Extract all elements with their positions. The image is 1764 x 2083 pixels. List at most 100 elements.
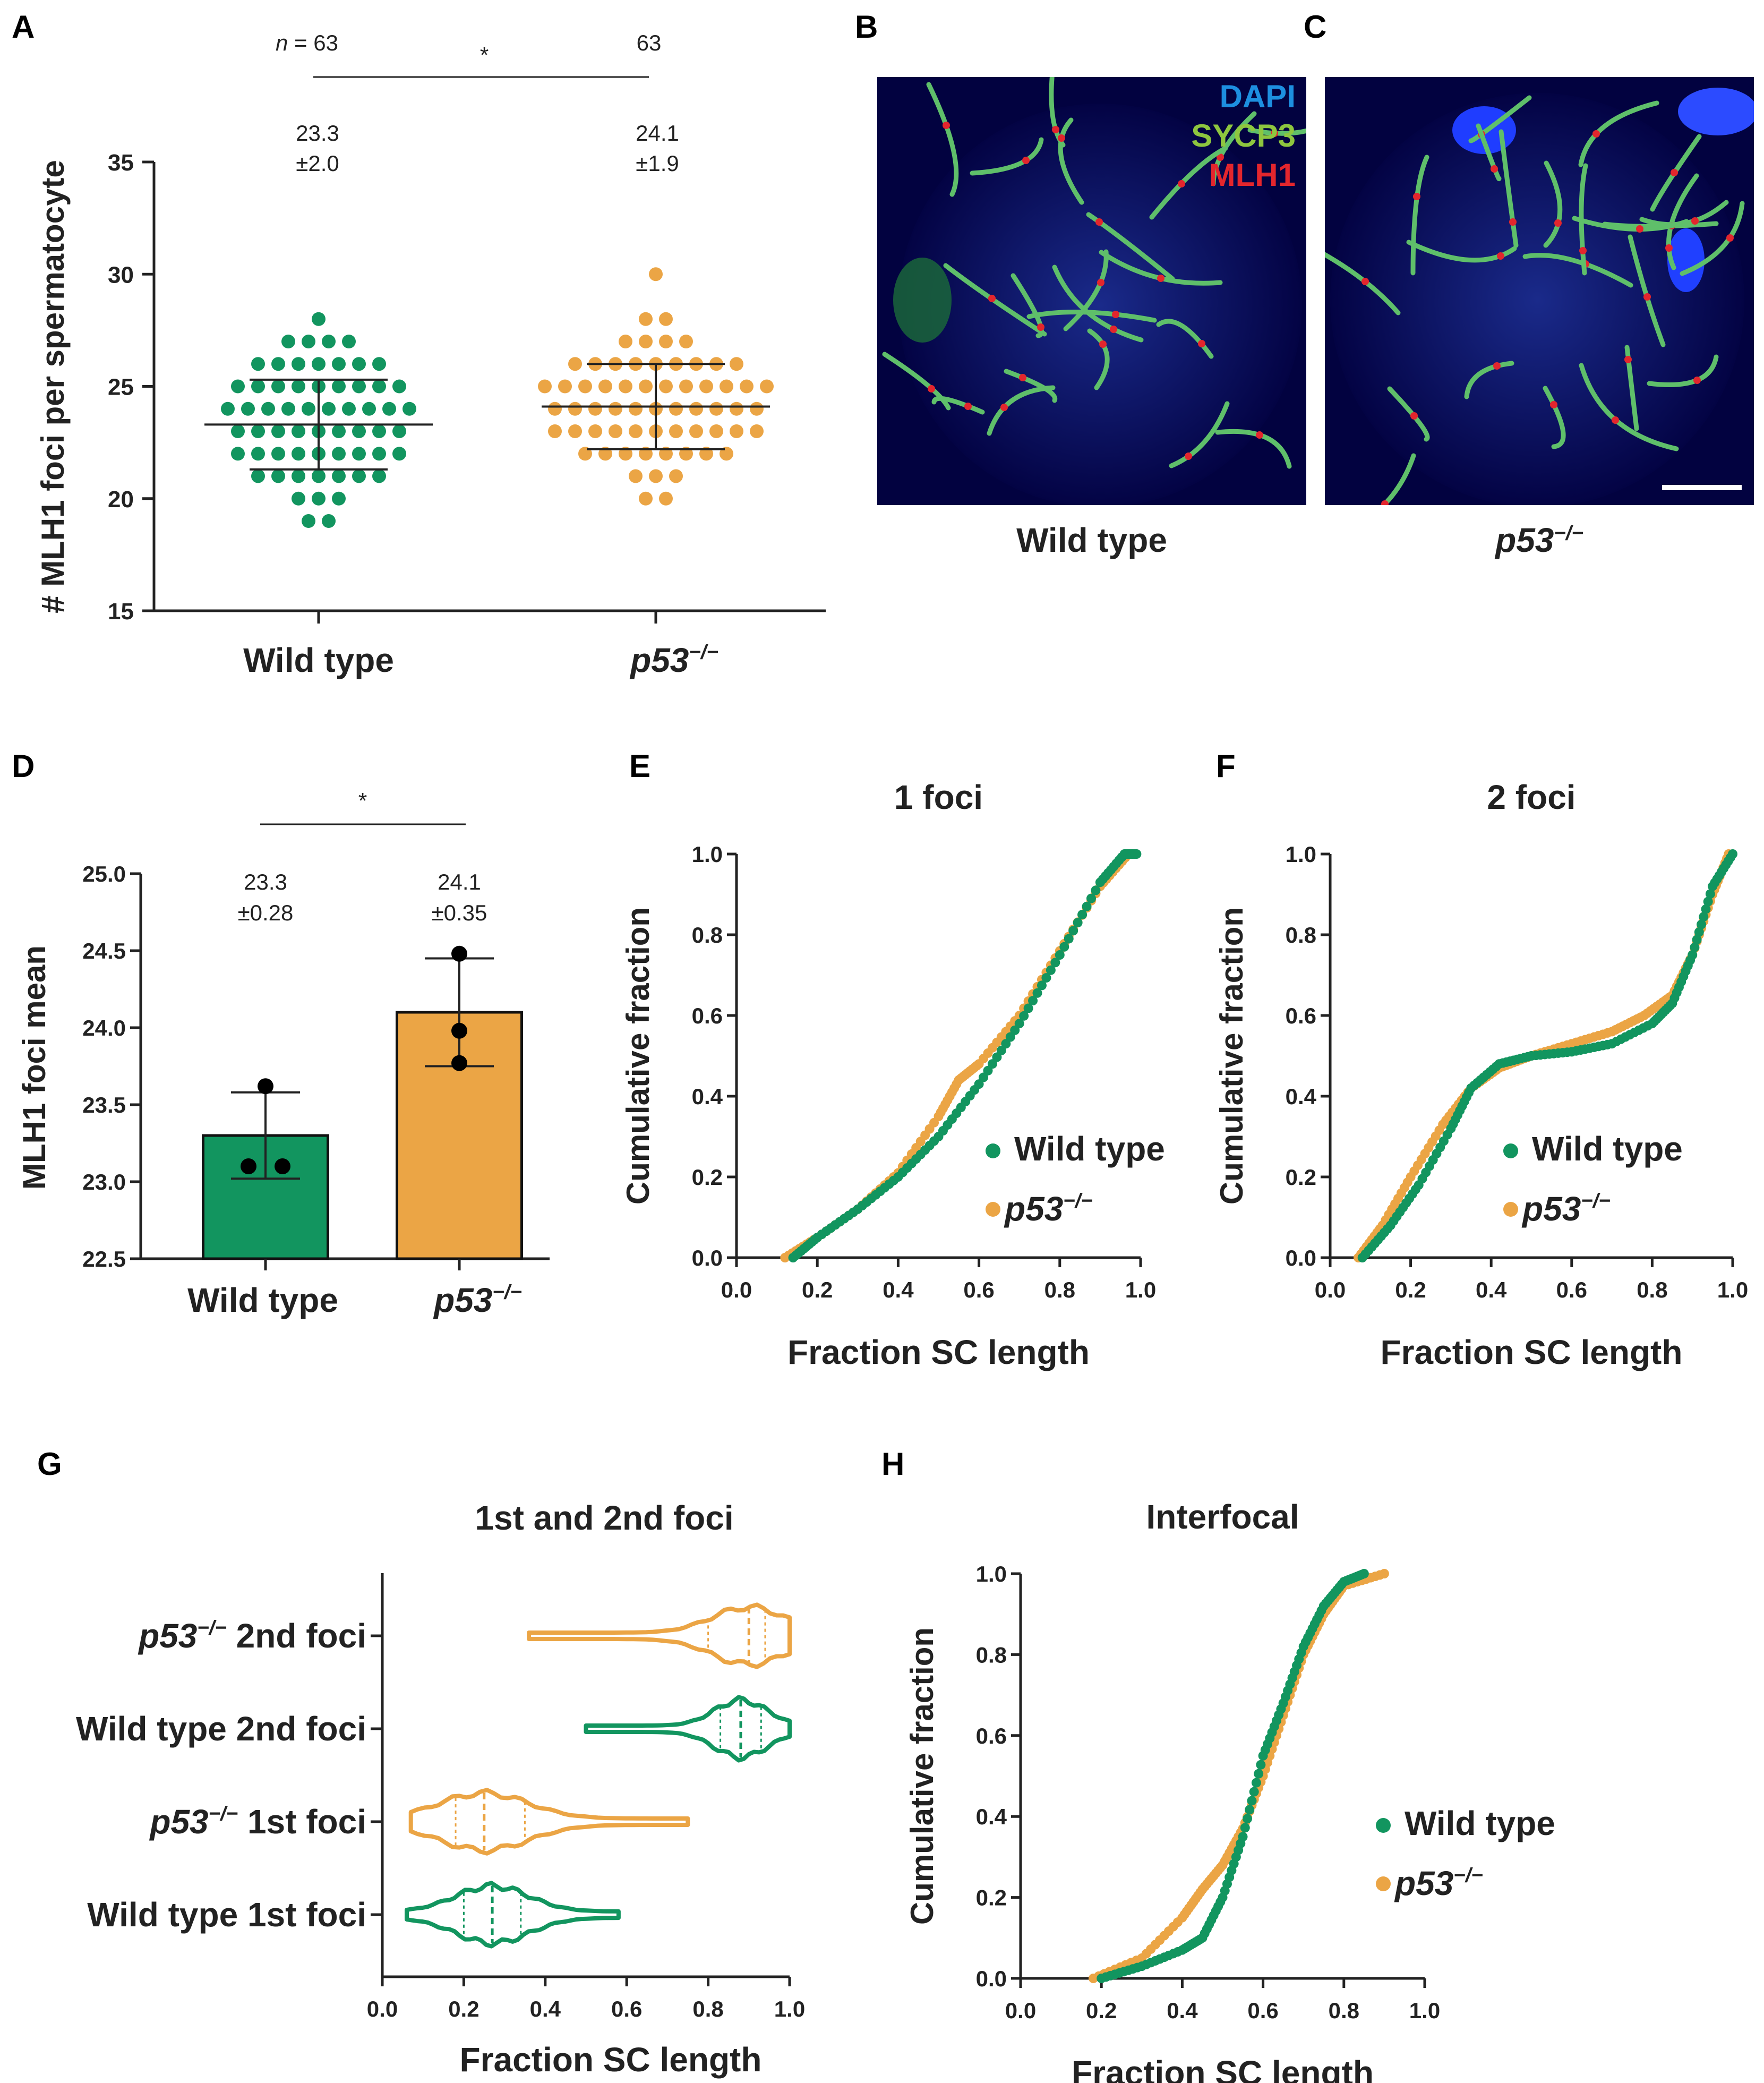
a-dot-p53 [629,469,643,483]
a-dot-wild-type [251,424,265,438]
a-dot-p53 [709,402,723,416]
f-point-wild-type [1692,935,1702,945]
e-x-tick-label: 0.4 [883,1277,914,1302]
mlh1-focus [1691,217,1699,225]
panel-label-c: C [1304,9,1327,45]
h-point-wild-type [1254,1769,1264,1779]
a-dot-wild-type [302,335,315,348]
mlh1-focus [1413,193,1420,200]
h-x-tick-label: 0.8 [1329,1998,1359,2023]
a-y-tick-label: 30 [108,262,134,288]
a-dot-wild-type [231,424,245,438]
a-dot-wild-type [352,424,366,438]
mlh1-focus [1554,219,1562,227]
a-dot-wild-type [362,402,376,416]
f-y-tick-label: 0.6 [1286,1003,1316,1028]
a-dot-wild-type [352,469,366,483]
mlh1-focus [1099,340,1107,348]
a-dot-p53 [730,424,743,438]
chromosome-axis [882,352,951,411]
h-x-tick-label: 1.0 [1409,1998,1440,2023]
chromosome-axis [1579,163,1588,276]
mlh1-focus [1497,252,1504,260]
e-legend-marker-p53 [986,1202,1000,1217]
h-title: Interfocal [1146,1498,1299,1536]
micrograph-p53 [1325,77,1754,505]
e-point-wild-type [974,1079,984,1089]
e-y-tick-label: 0.6 [692,1003,723,1028]
h-legend-marker-p53 [1376,1876,1391,1891]
mlh1-focus [1491,165,1498,173]
e-x-tick-label: 1.0 [1125,1277,1156,1302]
d-x-label-p53: p53−/− [433,1281,522,1319]
mlh1-focus [1381,500,1389,505]
chromosome-axis [1572,216,1689,232]
mlh1-focus [1097,279,1104,286]
a-dot-wild-type [352,447,366,461]
g-title: 1st and 2nd foci [475,1499,733,1537]
f-title: 2 foci [1487,778,1575,816]
a-dot-wild-type [251,357,265,371]
a-y-tick-label: 25 [108,374,134,400]
a-dot-p53 [720,379,733,394]
mlh1-focus [1185,453,1192,460]
a-dot-wild-type [372,379,386,394]
e-point-wild-type [1091,885,1101,895]
d-y-tick-label: 25.0 [82,861,126,886]
e-point-wild-type [992,1052,1002,1062]
a-dot-wild-type [332,424,346,438]
a-dot-p53 [750,424,764,438]
a-dot-p53 [679,379,693,394]
mlh1-focus [1671,169,1678,176]
mlh1-focus [1000,404,1008,411]
mlh1-focus [1726,234,1734,242]
chromosome-axis [1650,134,1702,212]
a-dot-wild-type [302,514,315,528]
chromosome-axis [1464,361,1514,399]
a-significance-star: * [480,42,489,67]
g-row-label: Wild type 1st foci [87,1896,366,1934]
a-dot-wild-type [372,469,386,483]
e-point-wild-type [987,1059,997,1069]
f-legend-wild-type: Wild type [1532,1130,1683,1168]
chromosome-axis [1169,401,1230,468]
e-point-wild-type [983,1065,993,1075]
mlh1-focus [1550,401,1557,408]
a-dot-wild-type [221,402,235,416]
mlh1-focus [1410,412,1418,420]
caption-p53: p53−/− [1495,521,1583,559]
d-replicate-point [275,1158,290,1174]
h-point-wild-type [1238,1832,1248,1842]
chromosome-axis [1624,345,1639,431]
a-dot-p53 [588,424,602,438]
a-dot-wild-type [312,491,326,506]
a-dot-p53 [699,379,713,394]
h-point-wild-type [1240,1823,1250,1833]
a-dot-wild-type [342,402,356,416]
a-dot-wild-type [292,357,305,371]
a-dot-wild-type [281,402,295,416]
mlh1-focus [1636,225,1643,233]
e-legend-wild-type: Wild type [1014,1130,1165,1168]
g-violin [527,1602,792,1669]
d-x-label-wild-type: Wild type [187,1281,338,1319]
e-point-wild-type [1023,1003,1033,1013]
a-dot-p53 [538,379,552,394]
d-replicate-point [451,1055,467,1071]
mlh1-focus [1198,340,1205,347]
mlh1-focus [1271,130,1278,137]
chromosome-axis [1468,95,1532,143]
a-dot-wild-type [392,424,406,438]
h-point-wild-type [1256,1760,1266,1770]
d-y-tick-label: 24.5 [82,938,126,963]
d-sem-p53: ±0.35 [432,900,487,925]
a-dot-wild-type [332,491,346,506]
chromosome-axis [1522,253,1633,288]
e-y-tick-label: 0.8 [692,923,723,947]
f-y-tick-label: 0.8 [1286,923,1316,947]
mlh1-focus [1256,431,1263,439]
a-dot-wild-type [271,469,285,483]
a-y-tick-label: 15 [108,599,134,625]
chromosome-axis [943,263,1047,337]
a-dot-p53 [730,402,743,416]
